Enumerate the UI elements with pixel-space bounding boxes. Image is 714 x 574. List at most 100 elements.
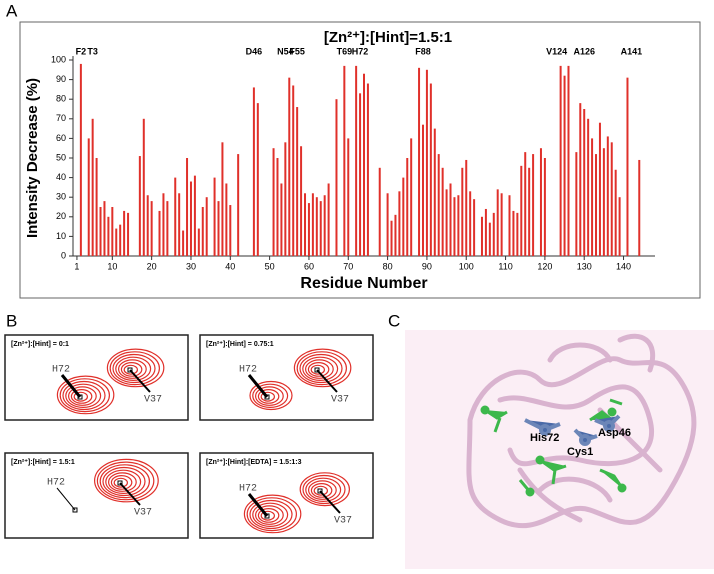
y-tick-label: 70 [56, 113, 66, 123]
peak-label: H72 [47, 478, 65, 489]
bar [103, 201, 106, 256]
bar [111, 207, 114, 256]
bar [335, 99, 338, 256]
residue-annotation: T69 [337, 46, 353, 56]
residue-label: Cys1 [567, 446, 593, 458]
residue-label: Asp46 [598, 427, 631, 439]
contour [260, 510, 275, 521]
bar [142, 118, 145, 256]
bar [189, 181, 192, 256]
x-tick-label: 30 [186, 261, 196, 271]
bar [516, 212, 519, 256]
bar [532, 154, 535, 256]
bar [520, 165, 523, 256]
pointer [319, 490, 341, 514]
bar [186, 158, 189, 256]
bar [327, 183, 330, 256]
bar [127, 212, 130, 256]
contour [112, 353, 156, 384]
contour [252, 383, 289, 408]
residue-annotation: T3 [87, 46, 98, 56]
bar [406, 158, 409, 256]
bar [288, 77, 291, 256]
contour [305, 477, 342, 502]
pointer [56, 487, 76, 511]
spectrum-condition: [Zn²⁺]:[Hint]:[EDTA] = 1.5:1:3 [206, 459, 302, 466]
contour [105, 469, 142, 494]
bar [453, 197, 456, 256]
bar [252, 87, 255, 256]
bar [292, 85, 295, 256]
peak-label: H72 [239, 484, 257, 495]
bar [461, 167, 464, 256]
panel-b: [Zn²⁺]:[Hint] = 0:1 H72 V37 [Zn²⁺]:[Hint] =… [4, 334, 374, 539]
contour [252, 502, 289, 527]
pointer [129, 369, 151, 393]
bar [150, 201, 153, 256]
bar [123, 210, 126, 256]
residue-annotation: H72 [352, 46, 369, 56]
spectrum-condition: [Zn²⁺]:[Hint] = 0.75:1 [206, 341, 274, 348]
bar [595, 154, 598, 256]
residue-annotation: F88 [415, 46, 431, 56]
bar [457, 195, 460, 256]
residue-annotation: F2 [76, 46, 87, 56]
residue-label: His72 [530, 432, 559, 444]
bar [398, 191, 401, 256]
x-tick-label: 50 [265, 261, 275, 271]
bar [602, 148, 605, 256]
bar [158, 210, 161, 256]
bar [614, 169, 617, 256]
contour [62, 380, 106, 411]
contour [305, 359, 334, 379]
bar [229, 205, 232, 256]
bar [359, 93, 362, 256]
spectrum-frame [4, 452, 189, 539]
x-tick-label: 10 [107, 261, 117, 271]
bar [579, 103, 582, 257]
bar [221, 142, 224, 256]
contour [308, 480, 337, 500]
bar [378, 167, 381, 256]
contour [293, 348, 352, 388]
y-tick-label: 40 [56, 172, 66, 182]
residue-annotation: F55 [289, 46, 305, 56]
x-tick-label: 100 [459, 261, 474, 271]
x-tick-label: 20 [147, 261, 157, 271]
bar [366, 83, 369, 257]
contour [117, 359, 147, 379]
bar [91, 118, 94, 256]
y-tick-label: 0 [61, 250, 66, 260]
bar [618, 197, 621, 256]
contour [302, 474, 346, 505]
contour [310, 364, 325, 375]
y-tick-label: 30 [56, 192, 66, 202]
bar [87, 138, 90, 256]
bar [107, 216, 110, 256]
bar [182, 230, 185, 256]
bar [528, 167, 531, 256]
spectrum-condition: [Zn²⁺]:[Hint] = 0:1 [11, 341, 69, 348]
bar [256, 103, 259, 257]
bar [99, 207, 102, 256]
bar [469, 191, 472, 256]
residue-annotation: N54 [277, 46, 294, 56]
spectrum-frame [4, 334, 189, 421]
contour [94, 458, 159, 503]
contour [257, 508, 280, 523]
bar [508, 195, 511, 256]
panel-c: His72 Cys1 Asp46 [405, 330, 714, 569]
bar [575, 152, 578, 256]
pointer [316, 369, 338, 393]
bar [583, 109, 586, 256]
bar [445, 189, 448, 256]
bar [217, 201, 220, 256]
bar [492, 212, 495, 256]
peak-label: V37 [144, 395, 162, 406]
panel-letter: B [6, 311, 17, 330]
contour [257, 389, 280, 404]
bar [449, 183, 452, 256]
bar [178, 193, 181, 256]
bar [237, 154, 240, 256]
spectrum-condition: [Zn²⁺]:[Hint] = 1.5:1 [11, 459, 75, 466]
